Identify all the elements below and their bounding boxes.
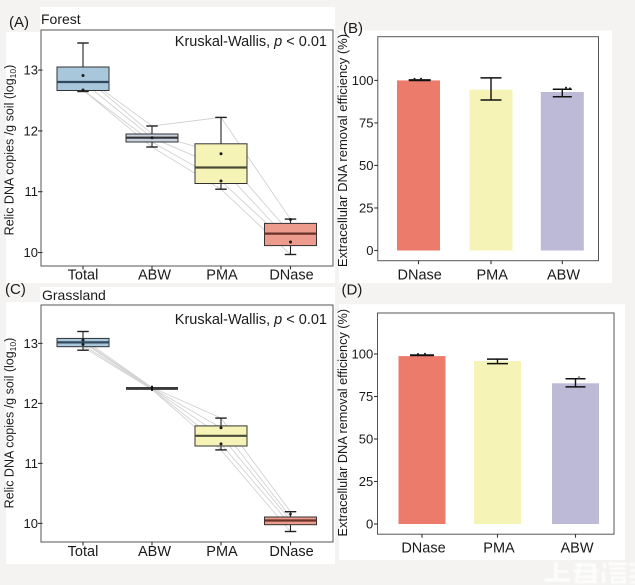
svg-text:0: 0 [366, 243, 373, 258]
svg-text:(D): (D) [342, 282, 363, 299]
svg-text:12: 12 [24, 123, 38, 138]
svg-text:50: 50 [359, 432, 373, 447]
svg-text:Relic DNA copies /g soil (log1: Relic DNA copies /g soil (log10) [3, 338, 19, 509]
svg-text:(B): (B) [343, 20, 363, 37]
svg-text:25: 25 [359, 200, 373, 215]
svg-text:ABW: ABW [547, 268, 580, 284]
svg-text:PMA: PMA [476, 268, 508, 284]
svg-text:PMA: PMA [483, 541, 515, 557]
svg-text:13: 13 [24, 63, 38, 78]
svg-text:ABW: ABW [560, 541, 593, 557]
svg-text:100: 100 [352, 73, 374, 88]
svg-text:(C): (C) [5, 281, 26, 298]
svg-text:100: 100 [351, 347, 373, 362]
svg-text:Extracellular DNA removal effi: Extracellular DNA removal efficiency (%) [336, 309, 350, 537]
svg-text:PMA: PMA [206, 544, 238, 560]
svg-text:DNase: DNase [269, 268, 313, 284]
svg-text:ABW: ABW [138, 268, 171, 284]
svg-text:DNase: DNase [401, 541, 445, 557]
svg-text:0: 0 [366, 517, 373, 532]
svg-text:Forest: Forest [41, 11, 81, 27]
svg-text:75: 75 [359, 115, 373, 130]
svg-text:ABW: ABW [138, 544, 171, 560]
svg-text:75: 75 [359, 389, 373, 404]
svg-text:Extracellular DNA removal effi: Extracellular DNA removal efficiency (%) [335, 34, 350, 267]
svg-text:Total: Total [68, 544, 99, 560]
svg-text:Grassland: Grassland [42, 287, 106, 303]
svg-text:11: 11 [25, 456, 39, 471]
svg-text:11: 11 [25, 184, 39, 199]
svg-text:(A): (A) [9, 14, 29, 31]
svg-text:DNase: DNase [269, 544, 313, 560]
svg-text:Kruskal-Wallis, p < 0.01: Kruskal-Wallis, p < 0.01 [175, 34, 327, 50]
svg-text:Relic DNA copies /g soil (log1: Relic DNA copies /g soil (log10) [3, 65, 19, 236]
svg-text:DNase: DNase [398, 268, 442, 284]
svg-text:12: 12 [24, 396, 38, 411]
svg-text:25: 25 [359, 474, 373, 489]
svg-text:PMA: PMA [206, 268, 238, 284]
svg-text:50: 50 [359, 158, 373, 173]
svg-text:Total: Total [68, 268, 99, 284]
svg-text:13: 13 [24, 336, 38, 351]
svg-text:10: 10 [24, 516, 38, 531]
svg-text:Kruskal-Wallis, p < 0.01: Kruskal-Wallis, p < 0.01 [175, 312, 327, 328]
svg-text:10: 10 [24, 245, 38, 260]
